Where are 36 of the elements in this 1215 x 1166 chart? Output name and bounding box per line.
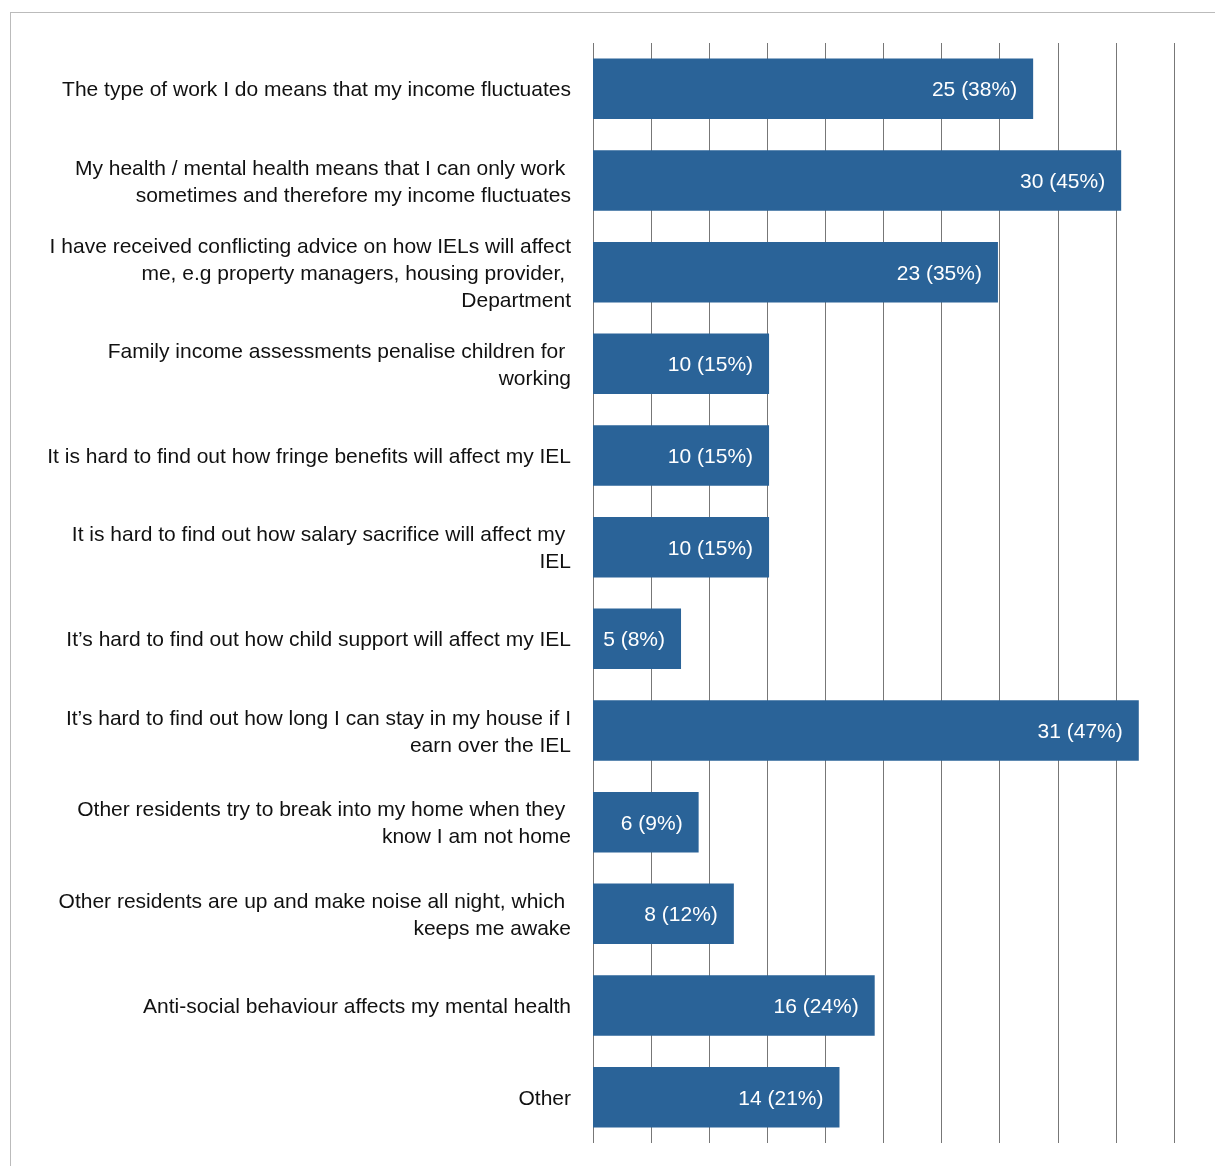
y-tick-label: It’s hard to find out how long I can stay in my house if I earn over the IEL [65, 705, 571, 756]
y-tick-label: Other [518, 1085, 571, 1109]
data-label: 10 (15%) [667, 352, 754, 376]
data-label: 31 (47%) [1037, 719, 1123, 742]
y-tick-label: It is hard to find out how salary sacrifice will affect my IEL [71, 522, 571, 573]
y-tick-label: The type of work I do means that my income fluctuates [62, 77, 571, 101]
bar [593, 608, 682, 670]
data-label: 16 (24%) [773, 994, 859, 1017]
data-label: 10 (15%) [667, 535, 754, 559]
data-label: 6 (9%) [620, 810, 683, 834]
bar [593, 150, 1122, 211]
data-label: 23 (35%) [896, 260, 982, 284]
bar [593, 58, 1034, 120]
y-tick-label: I have received conflicting advice on how IELs will affect me, e.g property managers, housing provider, Department [49, 233, 572, 311]
data-label: 8 (12%) [644, 902, 718, 926]
y-tick-label: My health / mental health means that I can only work sometimes and therefore my income fluctuates [74, 155, 571, 206]
data-label: 30 (45%) [1019, 169, 1106, 192]
bar [593, 241, 998, 303]
bar [593, 425, 770, 486]
bar [593, 883, 734, 945]
y-tick-label: Other residents are up and make noise all night, which keeps me awake [58, 888, 571, 939]
y-tick-label: Family income assessments penalise children for working [107, 338, 571, 389]
y-tick-label: It is hard to find out how fringe benefits will affect my IEL [47, 444, 571, 467]
data-label: 14 (21%) [738, 1085, 824, 1109]
y-tick-label: It’s hard to find out how child support will affect my IEL [66, 627, 571, 651]
data-label: 25 (38%) [931, 77, 1018, 101]
bar [593, 700, 1139, 761]
bar [593, 975, 875, 1036]
bar [593, 1066, 840, 1128]
y-tick-label: Anti-social behaviour affects my mental health [143, 994, 571, 1017]
data-label: 10 (15%) [667, 444, 754, 467]
bar [593, 791, 699, 853]
y-tick-label: Other residents try to break into my home when they know I am not home [77, 797, 571, 848]
bar [593, 333, 770, 395]
bar [593, 516, 770, 578]
data-label: 5 (8%) [603, 627, 666, 651]
